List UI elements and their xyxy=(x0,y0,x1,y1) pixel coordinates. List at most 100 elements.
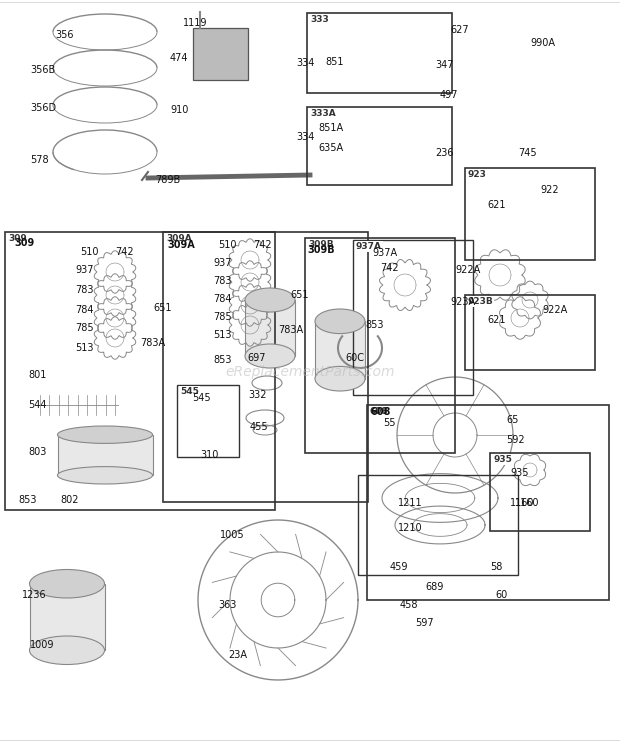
Text: 332: 332 xyxy=(248,390,267,400)
Text: 592: 592 xyxy=(506,435,525,445)
Bar xyxy=(177,385,239,457)
Text: 851A: 851A xyxy=(318,123,343,133)
Text: 60: 60 xyxy=(495,590,507,600)
Text: 937A: 937A xyxy=(372,248,397,258)
Text: 990A: 990A xyxy=(530,38,555,48)
Text: 627: 627 xyxy=(450,25,469,35)
Ellipse shape xyxy=(315,309,365,333)
Bar xyxy=(245,300,295,356)
Text: 784: 784 xyxy=(75,305,94,315)
Text: 801: 801 xyxy=(28,370,46,380)
Text: 1211: 1211 xyxy=(398,498,423,508)
Text: 309: 309 xyxy=(8,234,27,243)
Text: 356D: 356D xyxy=(30,103,56,113)
Text: 621: 621 xyxy=(487,200,505,210)
Ellipse shape xyxy=(245,344,295,368)
Ellipse shape xyxy=(245,288,295,312)
Text: 1009: 1009 xyxy=(30,640,55,650)
Text: 545: 545 xyxy=(180,387,199,396)
Text: 347: 347 xyxy=(435,60,453,70)
Text: 937: 937 xyxy=(213,258,231,268)
Text: 356B: 356B xyxy=(30,65,55,75)
Text: 923A: 923A xyxy=(450,297,475,307)
Text: 922A: 922A xyxy=(542,305,567,315)
Text: 608: 608 xyxy=(370,407,391,417)
Text: 742: 742 xyxy=(253,240,272,250)
Text: 333A: 333A xyxy=(310,109,336,118)
Text: 651: 651 xyxy=(153,303,172,313)
Bar xyxy=(305,238,455,453)
Text: 742: 742 xyxy=(380,263,399,273)
Text: 745: 745 xyxy=(518,148,537,158)
Text: 545: 545 xyxy=(192,393,211,403)
Bar xyxy=(465,168,595,260)
Text: 55: 55 xyxy=(383,418,396,428)
Text: 923: 923 xyxy=(468,170,487,179)
Text: 783: 783 xyxy=(75,285,94,295)
Text: 785: 785 xyxy=(75,323,94,333)
Text: 689: 689 xyxy=(425,582,443,592)
Text: 363: 363 xyxy=(218,600,236,610)
Text: 783A: 783A xyxy=(278,325,303,335)
Text: 23A: 23A xyxy=(228,650,247,660)
Text: 783: 783 xyxy=(213,276,231,286)
Text: 497: 497 xyxy=(440,90,459,100)
Text: 510: 510 xyxy=(80,247,99,257)
Text: 1160: 1160 xyxy=(515,498,539,508)
Text: eReplacementParts.com: eReplacementParts.com xyxy=(225,365,395,379)
Text: 334: 334 xyxy=(296,58,314,68)
Text: 853: 853 xyxy=(18,495,37,505)
Text: 1119: 1119 xyxy=(183,18,208,28)
Bar xyxy=(307,107,452,185)
Text: 608: 608 xyxy=(370,407,389,416)
Text: 309B: 309B xyxy=(307,245,335,255)
Ellipse shape xyxy=(315,366,365,391)
Text: 309A: 309A xyxy=(166,234,192,243)
Text: 697: 697 xyxy=(247,353,265,363)
Text: 803: 803 xyxy=(28,447,46,457)
Bar xyxy=(163,232,368,502)
Ellipse shape xyxy=(58,426,153,443)
Text: 58: 58 xyxy=(490,562,502,572)
Text: 789B: 789B xyxy=(155,175,180,185)
Ellipse shape xyxy=(30,569,105,598)
Text: 651: 651 xyxy=(290,290,309,300)
Bar xyxy=(307,13,452,93)
Text: 621: 621 xyxy=(487,315,505,325)
Text: 310: 310 xyxy=(200,450,218,460)
Ellipse shape xyxy=(30,636,105,664)
Text: 334: 334 xyxy=(296,132,314,142)
Text: 783A: 783A xyxy=(140,338,165,348)
Text: 236: 236 xyxy=(435,148,453,158)
Bar xyxy=(358,475,518,575)
Text: 1160: 1160 xyxy=(510,498,534,508)
Text: 1236: 1236 xyxy=(22,590,46,600)
Text: 597: 597 xyxy=(415,618,433,628)
Ellipse shape xyxy=(58,466,153,484)
Bar xyxy=(490,453,590,531)
Text: 853: 853 xyxy=(213,355,231,365)
Text: 935: 935 xyxy=(510,468,528,478)
Bar xyxy=(367,405,609,600)
Bar xyxy=(30,584,105,650)
Text: 309A: 309A xyxy=(167,240,195,250)
Bar xyxy=(58,434,153,475)
Bar xyxy=(5,232,275,510)
Text: 333: 333 xyxy=(310,15,329,24)
Text: 937A: 937A xyxy=(356,242,382,251)
Text: 785: 785 xyxy=(213,312,232,322)
Text: 1005: 1005 xyxy=(220,530,245,540)
Text: 309: 309 xyxy=(14,238,34,248)
Text: 922A: 922A xyxy=(455,265,480,275)
Text: 459: 459 xyxy=(390,562,409,572)
Text: 458: 458 xyxy=(400,600,419,610)
Text: 853: 853 xyxy=(365,320,384,330)
Text: 309B: 309B xyxy=(308,240,334,249)
Text: 578: 578 xyxy=(30,155,48,165)
Text: 937: 937 xyxy=(75,265,94,275)
Text: 60C: 60C xyxy=(345,353,364,363)
Text: 784: 784 xyxy=(213,294,231,304)
Text: 910: 910 xyxy=(170,105,188,115)
Text: 635A: 635A xyxy=(318,143,343,153)
Text: 923B: 923B xyxy=(468,297,494,306)
